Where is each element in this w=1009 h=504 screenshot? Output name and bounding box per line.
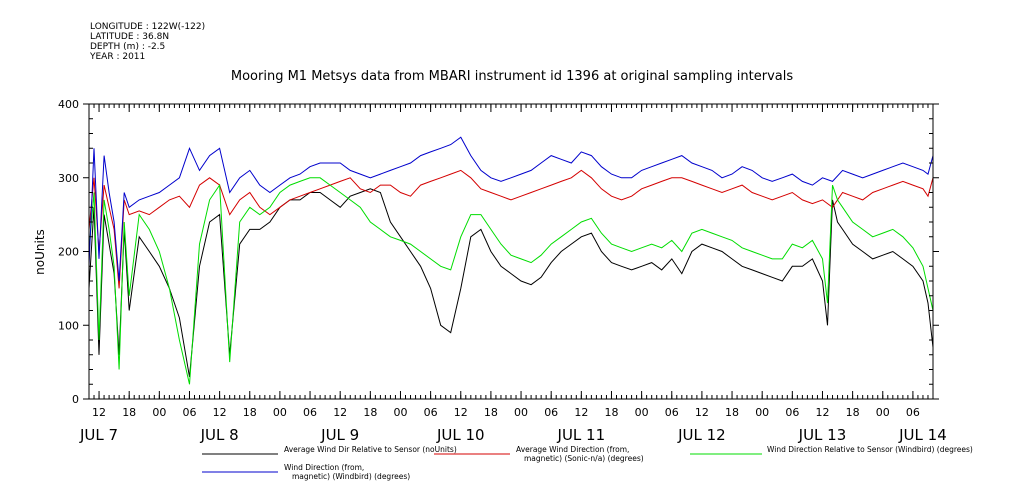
x-tick-label: 12 [695, 406, 709, 419]
meta-longitude: LONGITUDE : 122W(-122) [90, 22, 206, 32]
x-tick-label: 00 [393, 406, 407, 419]
meta-year: YEAR : 2011 [90, 52, 146, 62]
y-tick-label: 100 [58, 319, 79, 332]
x-tick-label: 00 [152, 406, 166, 419]
series-line-3 [88, 136, 934, 282]
x-tick-label: 18 [484, 406, 498, 419]
y-tick-label: 0 [72, 393, 79, 406]
day-label: JUL 14 [898, 426, 947, 444]
x-tick-label: 18 [122, 406, 136, 419]
day-label: JUL 9 [320, 426, 359, 444]
x-tick-label: 18 [604, 406, 618, 419]
x-tick-label: 00 [635, 406, 649, 419]
metadata-block: LONGITUDE : 122W(-122) LATITUDE : 36.8N … [90, 22, 205, 62]
x-tick-label: 06 [665, 406, 679, 419]
day-label: JUL 8 [200, 426, 239, 444]
y-tick-label: 200 [58, 246, 79, 259]
day-label: JUL 12 [677, 426, 726, 444]
x-tick-label: 12 [333, 406, 347, 419]
x-tick-label: 00 [273, 406, 287, 419]
x-tick-label: 06 [906, 406, 920, 419]
series-line-2 [88, 177, 934, 385]
legend-label: Average Wind Dir Relative to Sensor (noU… [284, 445, 457, 454]
day-label: JUL 13 [798, 426, 847, 444]
meta-latitude: LATITUDE : 36.8N [90, 32, 170, 42]
meta-depth: DEPTH (m) : -2.5 [90, 42, 166, 52]
x-tick-label: 12 [92, 406, 106, 419]
legend-label: Wind Direction (from, [284, 463, 364, 472]
x-tick-label: 18 [363, 406, 377, 419]
series-line-0 [88, 188, 934, 377]
day-label: JUL 10 [436, 426, 485, 444]
y-tick-label: 300 [58, 172, 79, 185]
series-line-1 [88, 169, 934, 289]
x-tick-label: 18 [243, 406, 257, 419]
plot-frame [88, 103, 934, 400]
legend-label: magnetic) (Sonic-n/a) (degrees) [524, 454, 644, 463]
x-tick-label: 06 [182, 406, 196, 419]
x-tick-label: 00 [514, 406, 528, 419]
day-label: JUL 11 [557, 426, 606, 444]
x-tick-label: 18 [846, 406, 860, 419]
x-tick-label: 06 [424, 406, 438, 419]
x-tick-label: 06 [785, 406, 799, 419]
legend-label: magnetic) (Windbird) (degrees) [292, 472, 410, 481]
x-tick-label: 18 [725, 406, 739, 419]
legend-label: Average Wind Direction (from, [516, 445, 629, 454]
x-tick-label: 12 [213, 406, 227, 419]
y-axis-label: noUnits [33, 229, 47, 275]
day-label: JUL 7 [79, 426, 118, 444]
x-tick-label: 06 [544, 406, 558, 419]
x-tick-label: 12 [574, 406, 588, 419]
legend-label: Wind Direction Relative to Sensor (Windb… [767, 445, 973, 454]
x-tick-label: 00 [755, 406, 769, 419]
x-tick-label: 12 [815, 406, 829, 419]
x-tick-label: 12 [454, 406, 468, 419]
x-tick-label: 00 [876, 406, 890, 419]
x-tick-label: 06 [303, 406, 317, 419]
chart-title: Mooring M1 Metsys data from MBARI instru… [231, 69, 793, 84]
y-tick-label: 400 [58, 98, 79, 111]
